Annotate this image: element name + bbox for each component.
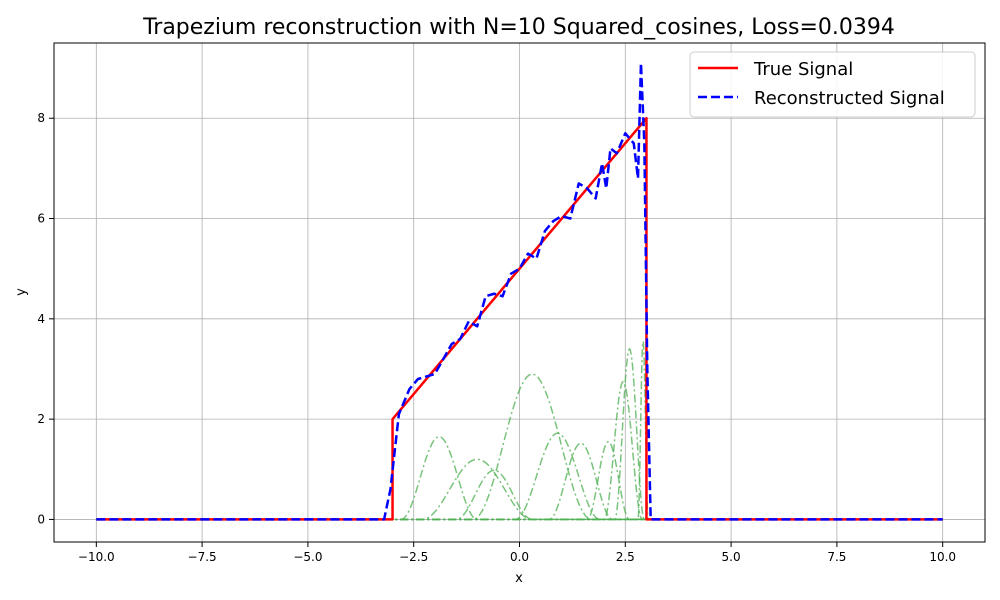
- x-tick-label: −10.0: [78, 550, 115, 564]
- component-curve: [96, 458, 943, 521]
- chart-title: Trapezium reconstruction with N=10 Squar…: [142, 15, 895, 40]
- y-tick-label: 4: [37, 312, 45, 326]
- component-curve: [96, 380, 943, 521]
- component-curve: [96, 442, 943, 521]
- component-curve: [96, 341, 943, 521]
- component-layer: [96, 341, 943, 521]
- y-tick-label: 2: [37, 412, 45, 426]
- component-curve: [96, 432, 943, 521]
- component-curve: [96, 435, 943, 521]
- tick-layer: −10.0 −7.5 −5.0 −2.5 0.0 2.5 5.0 7.5 10.0 0 2 4 6 8: [37, 111, 956, 564]
- x-tick-label: 0.0: [510, 550, 529, 564]
- component-curve: [96, 469, 943, 521]
- y-tick-label: 0: [37, 512, 45, 526]
- legend-true-signal-label: True Signal: [753, 59, 853, 80]
- x-tick-label: 10.0: [929, 550, 956, 564]
- x-tick-label: 2.5: [616, 550, 635, 564]
- x-tick-label: 5.0: [722, 550, 741, 564]
- legend-box: [689, 51, 976, 118]
- y-axis-label: y: [14, 288, 29, 296]
- series-layer: [96, 61, 943, 521]
- y-tick-label: 8: [37, 111, 45, 125]
- y-tick-label: 6: [37, 212, 45, 226]
- x-tick-label: 7.5: [827, 550, 846, 564]
- x-axis-label: x: [515, 571, 523, 586]
- x-tick-label: −5.0: [293, 550, 322, 564]
- x-tick-label: −2.5: [399, 550, 428, 564]
- component-curve: [96, 440, 943, 521]
- x-tick-label: −7.5: [188, 550, 217, 564]
- legend-reconstructed-signal-label: Reconstructed Signal: [754, 88, 945, 109]
- component-curve: [96, 373, 943, 521]
- component-curve: [96, 347, 943, 521]
- legend: True Signal Reconstructed Signal: [689, 51, 976, 118]
- reconstructed-signal-line: [96, 61, 943, 521]
